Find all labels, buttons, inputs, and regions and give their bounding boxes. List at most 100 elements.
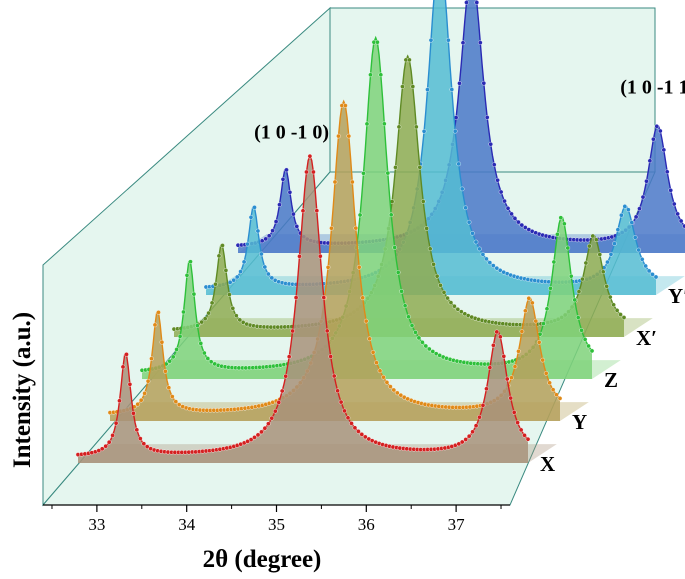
data-point [294,224,300,229]
series-area [174,56,624,337]
data-point [512,364,518,369]
x-axis-title: 2θ (degree) [203,546,322,573]
data-point [441,290,447,295]
data-point [629,220,635,225]
data-point [227,292,232,297]
data-point [134,427,140,433]
data-point [515,420,520,425]
data-point [317,253,323,259]
data-point [484,386,489,392]
data-point [181,309,186,315]
data-point [480,402,486,408]
data-point [377,368,383,374]
data-point [213,281,218,287]
data-point [633,214,639,220]
data-point [449,87,455,92]
data-point [117,398,122,404]
data-point [490,263,496,268]
data-point [646,268,652,274]
data-point [457,81,462,86]
x-tick-label: 33 [88,515,105,534]
data-point [650,272,655,277]
data-point [113,420,119,426]
data-point [184,272,190,278]
data-point [352,425,358,431]
data-point [349,421,354,426]
data-point [248,437,254,442]
data-point [346,133,352,139]
data-point [523,308,528,314]
data-point [245,241,250,247]
peak-annotations: (1 0 -1 0)(0 0 0 2)(1 0 -1 1) [254,77,685,144]
data-point [331,373,337,379]
data-point [530,300,535,306]
data-point [106,439,112,445]
data-point [402,303,408,309]
data-point [238,269,243,274]
data-point [332,179,338,185]
data-point [361,170,366,176]
data-point [201,350,207,356]
data-point [431,261,436,267]
data-point [554,392,559,398]
data-point [417,164,423,170]
data-point [470,429,475,435]
data-point [541,321,546,326]
data-point [587,243,592,249]
data-point [407,57,412,63]
data-point [345,415,351,421]
data-point [297,253,302,259]
data-point [195,323,200,328]
data-point [639,256,645,262]
data-point [110,433,115,438]
data-point [487,260,493,265]
data-point [173,399,179,404]
data-point [550,387,556,393]
data-point [658,128,663,134]
x-tick-label: 36 [358,515,375,534]
data-point [273,219,279,224]
data-point [198,341,204,346]
data-point [597,252,603,257]
data-point [272,408,278,414]
data-point [509,375,514,381]
data-point [477,246,482,252]
data-point [637,206,642,211]
data-point [420,339,425,345]
x-tick-label: 37 [448,515,466,534]
data-point [572,297,578,303]
data-point [495,177,500,183]
data-point [259,251,264,257]
data-point [99,446,105,452]
data-point [202,316,208,322]
data-point [487,365,493,370]
data-point [343,103,348,108]
data-point [304,169,309,175]
data-point [163,368,168,374]
data-point [463,437,469,442]
data-point [392,245,398,250]
data-point [463,205,468,211]
data-point [497,267,503,273]
data-point [336,133,341,139]
data-point [259,238,265,244]
data-point [188,259,193,265]
data-point [491,342,496,348]
data-point [177,333,183,339]
data-point [497,334,503,340]
data-point [582,337,588,342]
data-point [276,400,282,405]
data-point [144,444,150,450]
data-point [248,214,254,220]
data-point [590,233,596,239]
data-point [565,245,571,251]
data-point [608,251,614,257]
data-point [640,194,646,200]
data-point [359,432,365,437]
series-labels: Z′Y′X′ZYX [540,284,685,476]
series-area [206,0,656,295]
data-point [536,339,542,345]
data-point [494,265,500,271]
data-point [262,264,268,270]
